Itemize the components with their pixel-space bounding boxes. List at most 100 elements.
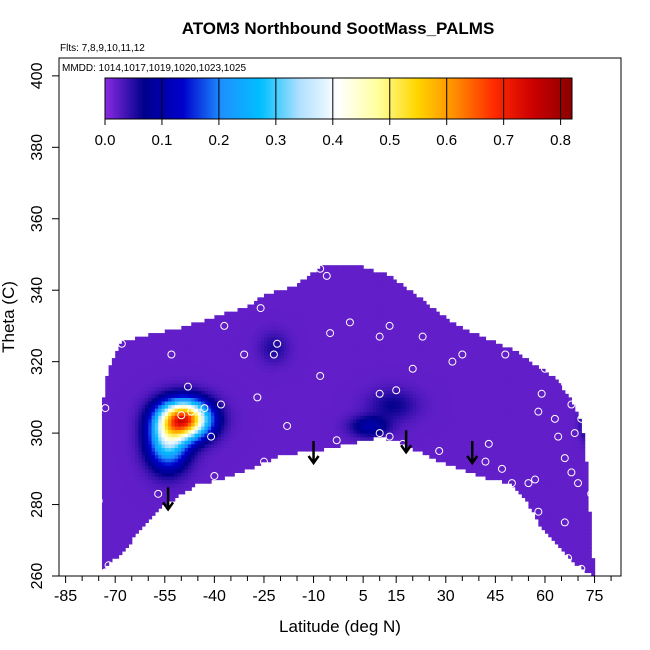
heatmap-cell <box>416 358 420 363</box>
heatmap-cell <box>409 433 414 438</box>
heatmap-cell <box>306 422 311 427</box>
heatmap-cell <box>154 422 159 427</box>
heatmap-cell <box>138 408 143 413</box>
heatmap-cell <box>416 350 420 356</box>
heatmap-cell <box>158 465 163 470</box>
heatmap-cell <box>267 333 272 338</box>
heatmap-cell <box>442 422 447 427</box>
heatmap-cell <box>115 479 120 484</box>
heatmap-cell <box>257 458 262 463</box>
heatmap-cell <box>323 411 328 416</box>
heatmap-cell <box>402 386 407 391</box>
heatmap-cell <box>230 450 235 456</box>
heatmap-cell <box>439 368 444 373</box>
heatmap-cell <box>187 379 192 384</box>
heatmap-cell <box>184 483 189 488</box>
heatmap-cell <box>290 311 295 316</box>
heatmap-cell <box>135 508 139 513</box>
heatmap-cell <box>197 397 202 402</box>
heatmap-cell <box>406 436 411 441</box>
heatmap-cell <box>363 404 368 409</box>
heatmap-cell <box>214 354 219 359</box>
heatmap-cell <box>313 415 318 420</box>
heatmap-cell <box>310 361 315 366</box>
heatmap-cell <box>297 422 301 427</box>
heatmap-cell <box>250 461 255 466</box>
heatmap-cell <box>217 390 222 395</box>
heatmap-cell <box>144 504 149 509</box>
heatmap-cell <box>227 350 232 356</box>
heatmap-cell <box>125 350 130 356</box>
heatmap-cell <box>125 436 130 441</box>
heatmap-cell <box>333 383 338 388</box>
heatmap-cell <box>283 340 288 345</box>
heatmap-cell <box>237 308 242 313</box>
heatmap-cell <box>178 483 182 488</box>
heatmap-cell <box>396 325 401 331</box>
heatmap-cell <box>379 286 384 291</box>
heatmap-cell <box>306 418 311 423</box>
heatmap-cell <box>376 336 381 341</box>
heatmap-cell <box>316 386 321 391</box>
heatmap-cell <box>154 461 159 466</box>
heatmap-cell <box>204 358 209 363</box>
heatmap-cell <box>111 522 116 527</box>
heatmap-cell <box>237 333 242 338</box>
heatmap-cell <box>382 383 387 388</box>
heatmap-cell <box>349 429 354 434</box>
heatmap-cell <box>138 340 143 345</box>
heatmap-cell <box>343 386 348 391</box>
heatmap-cell <box>204 322 209 327</box>
heatmap-cell <box>135 386 139 391</box>
heatmap-cell <box>353 286 358 291</box>
heatmap-cell <box>336 315 341 320</box>
heatmap-cell <box>303 325 308 331</box>
heatmap-cell <box>128 475 133 481</box>
heatmap-cell <box>247 450 252 456</box>
heatmap-cell <box>330 408 334 413</box>
heatmap-cell <box>402 408 407 413</box>
heatmap-cell <box>273 297 278 302</box>
heatmap-cell <box>369 290 374 295</box>
heatmap-cell <box>267 436 272 441</box>
heatmap-cell <box>316 436 321 441</box>
heatmap-cell <box>396 283 401 288</box>
heatmap-cell <box>320 300 325 306</box>
heatmap-cell <box>168 483 172 488</box>
heatmap-cell <box>144 472 149 477</box>
heatmap-cell <box>135 447 139 452</box>
heatmap-cell <box>135 436 139 441</box>
heatmap-cell <box>435 411 440 416</box>
heatmap-cell <box>366 383 371 388</box>
heatmap-cell <box>406 425 411 431</box>
heatmap-cell <box>435 372 440 377</box>
heatmap-cell <box>287 425 292 431</box>
heatmap-cell <box>419 386 424 391</box>
heatmap-cell <box>164 418 169 423</box>
heatmap-cell <box>416 397 420 402</box>
heatmap-cell <box>333 375 338 381</box>
heatmap-cell <box>115 454 120 459</box>
heatmap-cell <box>366 275 371 281</box>
heatmap-cell <box>230 318 235 323</box>
heatmap-cell <box>376 408 381 413</box>
heatmap-cell <box>396 386 401 391</box>
heatmap-cell <box>158 358 163 363</box>
heatmap-cell <box>330 340 334 345</box>
heatmap-cell <box>280 393 285 398</box>
heatmap-cell <box>373 386 377 391</box>
heatmap-cell <box>425 390 430 395</box>
heatmap-cell <box>320 272 325 277</box>
heatmap-cell <box>125 354 130 359</box>
heatmap-cell <box>290 418 295 423</box>
heatmap-cell <box>310 311 315 316</box>
heatmap-cell <box>283 290 288 295</box>
heatmap-cell <box>336 286 341 291</box>
heatmap-cell <box>227 375 232 381</box>
heatmap-cell <box>211 386 215 391</box>
heatmap-cell <box>164 411 169 416</box>
heatmap-cell <box>164 483 169 488</box>
heatmap-cell <box>297 400 301 406</box>
heatmap-cell <box>178 390 182 395</box>
heatmap-cell <box>144 390 149 395</box>
